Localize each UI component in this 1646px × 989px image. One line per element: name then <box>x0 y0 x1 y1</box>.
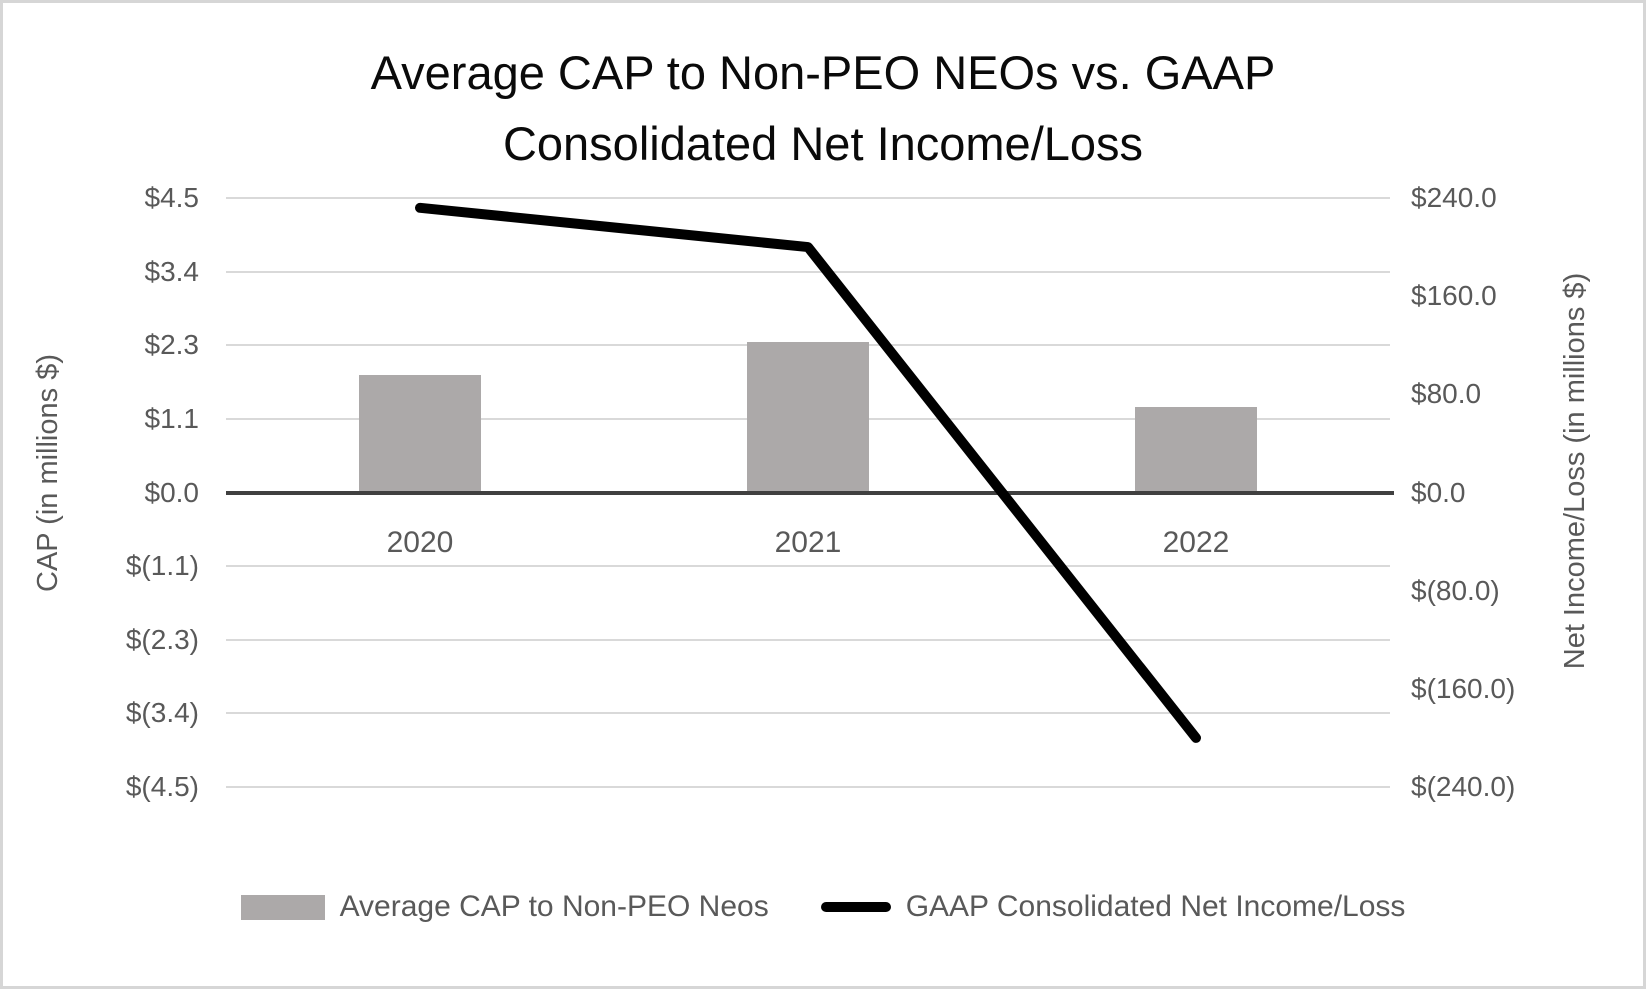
left-axis-tick-label: $0.0 <box>144 476 200 508</box>
right-axis-tick-label: $0.0 <box>1411 476 1466 508</box>
chart-title-line-2: Consolidated Net Income/Loss <box>502 117 1144 170</box>
legend: Average CAP to Non-PEO Neos GAAP Consoli… <box>3 881 1643 933</box>
left-axis-tick-label: $1.1 <box>144 402 200 434</box>
gridline <box>226 638 1390 641</box>
right-axis-tick-label: $(240.0) <box>1411 771 1516 802</box>
right-axis-tick-label: $(160.0) <box>1411 672 1516 704</box>
gridline <box>226 565 1390 568</box>
legend-item-cap-bars: Average CAP to Non-PEO Neos <box>240 890 769 924</box>
x-axis-label: 2022 <box>1162 526 1230 559</box>
gridline <box>226 197 1390 199</box>
left-axis-tick-label: $4.5 <box>144 182 200 213</box>
bar-series-swatch <box>240 894 325 920</box>
chart-title: Average CAP to Non-PEO NEOs vs. GAAP Con… <box>3 37 1643 179</box>
zero-axis-line <box>226 490 1394 495</box>
legend-label-cap: Average CAP to Non-PEO Neos <box>339 890 769 923</box>
left-axis-tick-label: $(4.5) <box>125 771 199 802</box>
left-axis-tick-label: $(1.1) <box>125 550 199 582</box>
bar-2021 <box>747 341 869 493</box>
chart-title-line-1: Average CAP to Non-PEO NEOs vs. GAAP <box>370 46 1276 99</box>
legend-label-gaap: GAAP Consolidated Net Income/Loss <box>905 890 1406 923</box>
bar-2022 <box>1135 407 1257 493</box>
right-axis-tick-label: $160.0 <box>1411 280 1497 312</box>
bar-2020 <box>359 374 481 493</box>
right-axis-tick-label: $(80.0) <box>1411 574 1500 606</box>
line-series-swatch <box>820 902 891 912</box>
gridline <box>226 712 1390 715</box>
left-axis-tick-label: $(2.3) <box>125 623 199 655</box>
legend-item-gaap-line: GAAP Consolidated Net Income/Loss <box>820 890 1406 924</box>
gridline <box>226 270 1390 273</box>
right-axis-tick-label: $240.0 <box>1411 182 1497 213</box>
left-axis-tick-label: $3.4 <box>144 255 200 287</box>
x-axis-label: 2021 <box>774 526 842 559</box>
left-axis-tick-label: $(3.4) <box>125 697 199 729</box>
right-axis-tick-label: $80.0 <box>1411 378 1482 410</box>
gridline <box>226 786 1390 788</box>
left-axis-tick-label: $2.3 <box>144 329 200 361</box>
x-axis-label: 2020 <box>386 526 454 559</box>
